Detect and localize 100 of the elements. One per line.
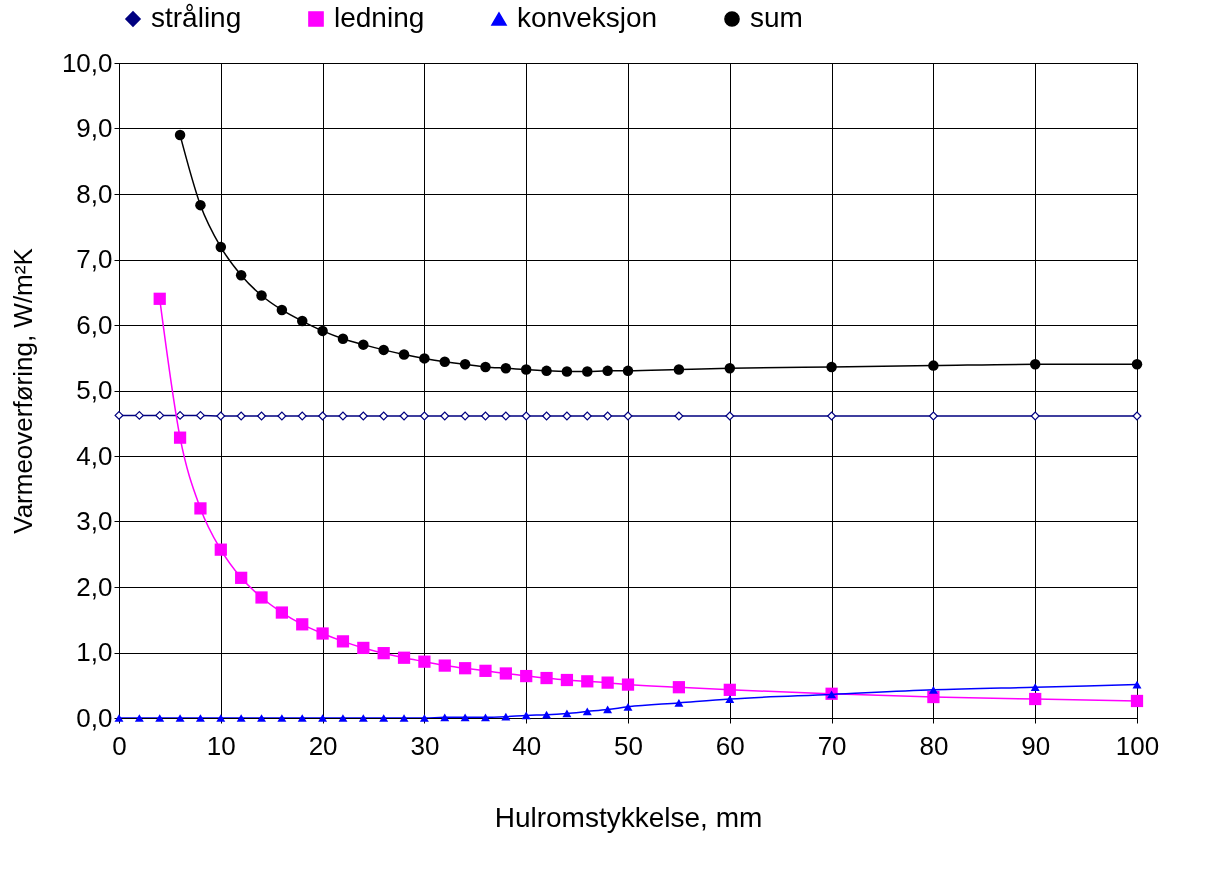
- point: [560, 673, 574, 687]
- point: [460, 713, 470, 722]
- point: [317, 325, 328, 337]
- point: [602, 365, 613, 377]
- point: [275, 606, 288, 619]
- point: [379, 714, 389, 722]
- point: [1029, 692, 1042, 706]
- point: [723, 683, 736, 696]
- point: [672, 681, 686, 694]
- point: [542, 411, 552, 421]
- point: [257, 411, 266, 421]
- y-axis-title: Varmeoverføring, W/m²K: [7, 247, 38, 534]
- point: [460, 411, 470, 421]
- point: [418, 655, 431, 668]
- point: [134, 714, 144, 722]
- point: [256, 290, 267, 301]
- point: [440, 713, 450, 722]
- point: [673, 364, 685, 375]
- point: [235, 571, 248, 584]
- legend-label: konveksjon: [517, 2, 658, 33]
- point: [724, 363, 736, 374]
- point: [928, 360, 939, 371]
- point: [214, 543, 227, 556]
- point: [622, 365, 634, 377]
- point: [194, 502, 207, 515]
- point: [338, 714, 348, 722]
- point: [561, 366, 573, 377]
- point: [195, 199, 206, 211]
- point: [582, 707, 592, 716]
- point: [155, 714, 165, 722]
- point: [195, 714, 205, 722]
- point: [928, 411, 938, 421]
- point: [419, 411, 429, 421]
- point: [358, 714, 368, 722]
- point: [603, 411, 613, 421]
- point: [397, 651, 411, 664]
- x-tick-label: 10: [206, 730, 236, 761]
- point: [439, 356, 450, 367]
- point: [479, 664, 492, 677]
- point: [336, 635, 350, 648]
- point: [338, 411, 348, 421]
- point: [318, 411, 328, 421]
- point: [623, 702, 633, 711]
- x-tick-label: 80: [919, 730, 949, 761]
- point: [114, 714, 124, 722]
- point: [725, 411, 735, 421]
- point: [521, 711, 531, 720]
- y-tick-label: 2,0: [76, 571, 113, 602]
- point: [674, 699, 684, 707]
- point: [419, 353, 430, 364]
- point: [480, 361, 491, 373]
- point: [521, 411, 531, 421]
- point: [358, 339, 369, 350]
- point: [297, 315, 308, 327]
- point: [195, 410, 205, 420]
- point: [155, 410, 165, 420]
- x-tick-label: 0: [112, 730, 127, 761]
- point: [562, 709, 572, 718]
- point: [499, 667, 512, 680]
- point: [235, 269, 247, 281]
- point: [1132, 411, 1142, 421]
- y-tick-label: 3,0: [76, 506, 113, 536]
- legend-label: ledning: [334, 2, 425, 33]
- point: [153, 292, 166, 305]
- point: [501, 411, 511, 421]
- point: [277, 411, 287, 421]
- point: [337, 333, 349, 344]
- point: [581, 675, 594, 688]
- y-tick-label: 8,0: [76, 178, 113, 209]
- point: [378, 344, 389, 356]
- point: [114, 410, 124, 420]
- point: [1029, 359, 1041, 370]
- point: [500, 363, 512, 374]
- point: [601, 676, 614, 689]
- point: [1030, 411, 1040, 421]
- point: [481, 713, 490, 722]
- point: [276, 304, 288, 316]
- x-tick-label: 100: [1115, 730, 1160, 761]
- point: [621, 678, 635, 691]
- point: [542, 710, 552, 719]
- point: [358, 411, 368, 421]
- point: [255, 591, 268, 604]
- point: [582, 366, 593, 377]
- x-tick-label: 60: [715, 730, 745, 761]
- point: [175, 714, 185, 722]
- point: [827, 411, 837, 421]
- point: [725, 695, 735, 703]
- point: [674, 411, 684, 421]
- point: [174, 129, 186, 141]
- point: [215, 241, 227, 253]
- point: [826, 361, 837, 373]
- point: [501, 712, 511, 721]
- x-axis-title: Hulromstykkelse, mm: [494, 801, 763, 833]
- y-tick-label: 10,0: [61, 47, 113, 78]
- point: [438, 659, 451, 672]
- legend-label: stråling: [151, 2, 242, 33]
- point: [520, 669, 533, 683]
- point: [398, 349, 410, 360]
- point: [623, 411, 633, 421]
- point: [379, 411, 389, 421]
